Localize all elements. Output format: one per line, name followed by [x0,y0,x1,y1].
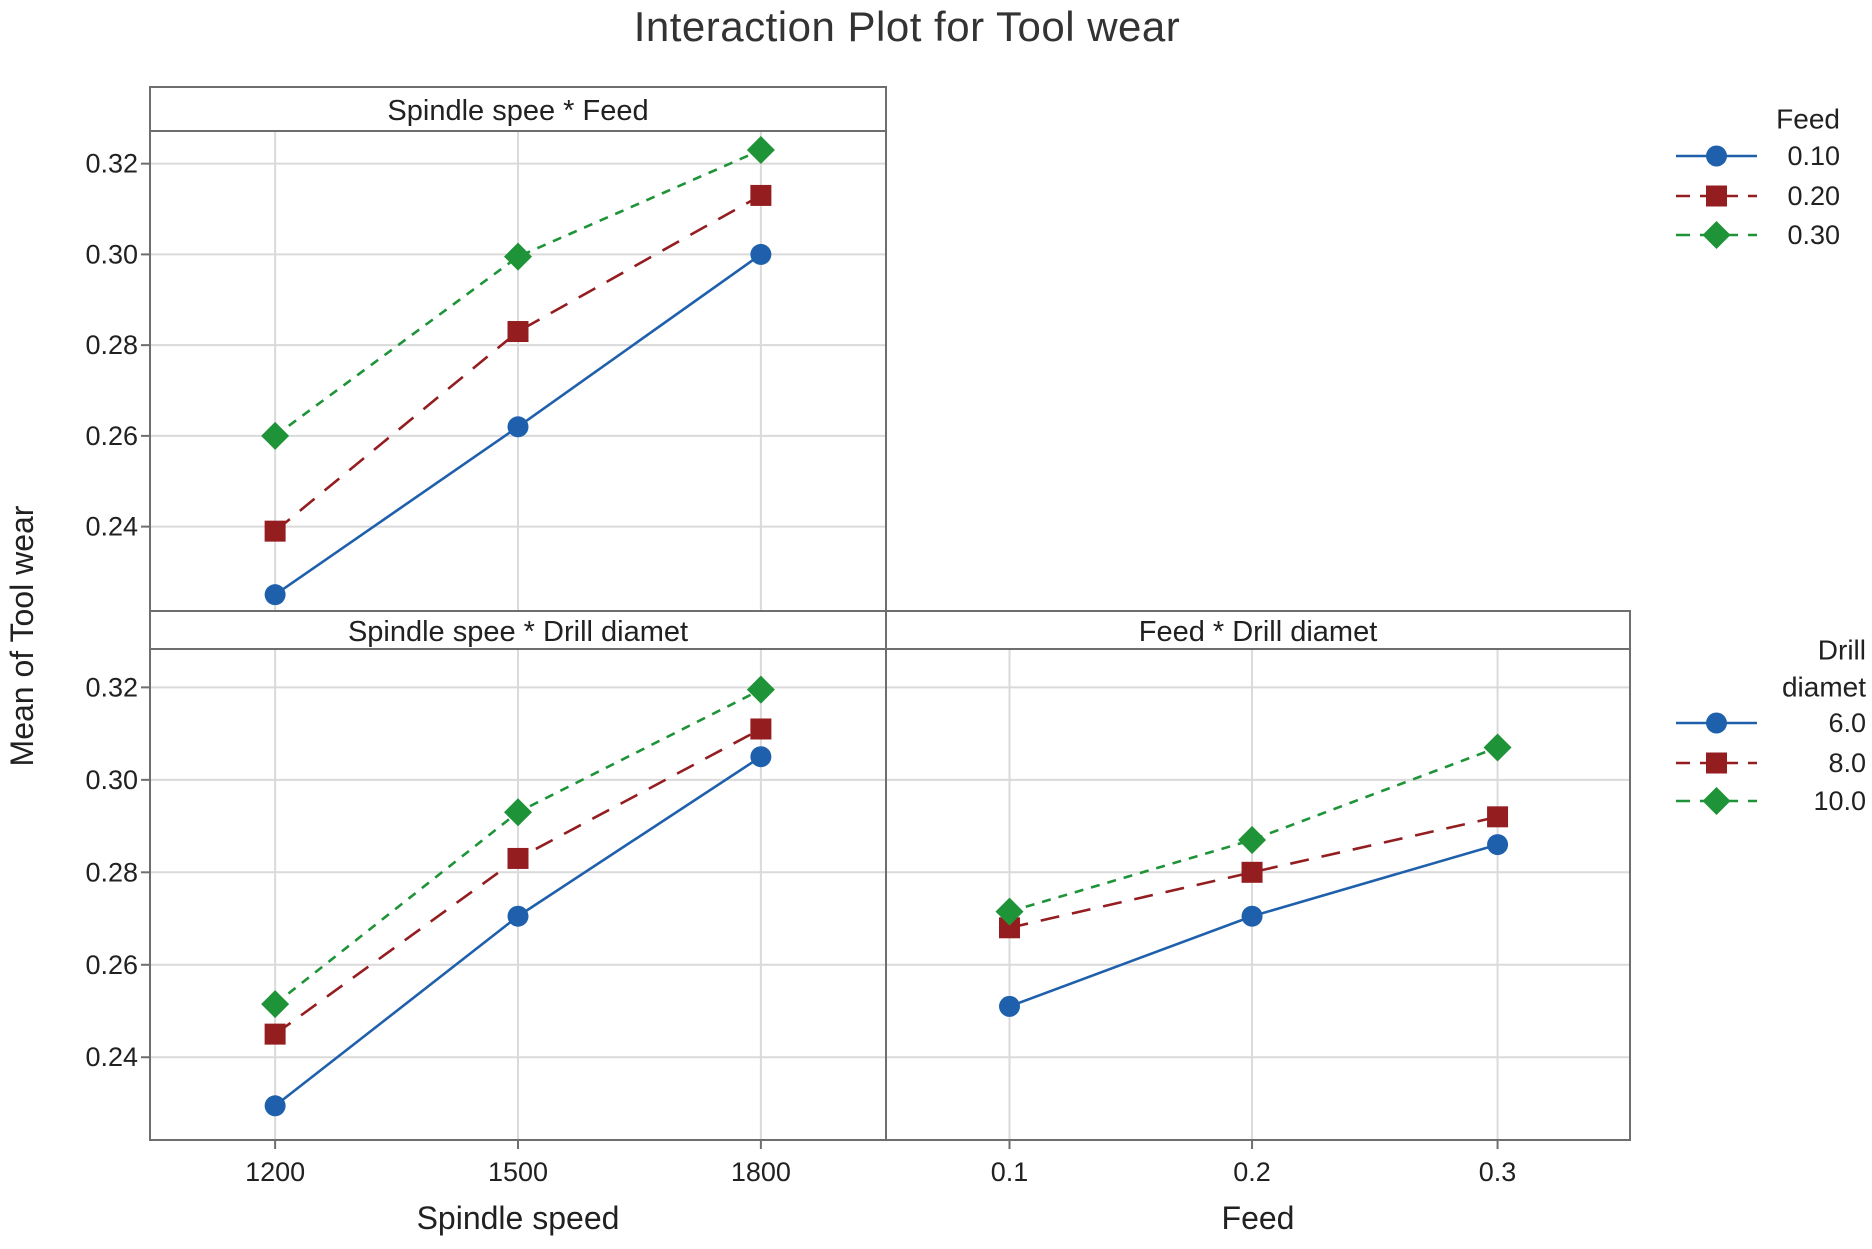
legend-item: 6.0 [1676,708,1866,738]
square-marker [1706,185,1727,207]
square-marker [264,1023,286,1045]
panel-header-label: Spindle spee * Feed [387,95,648,127]
y-tick-label: 0.28 [85,857,138,887]
legend-0: Feed 0.10 0.20 0.30 [1676,104,1840,250]
diamond-marker [261,990,290,1019]
gridlines [886,649,1630,1140]
square-marker [1241,861,1263,883]
legend-1: Drill diamet 6.0 8.0 10.0 [1676,635,1866,816]
x-tick-label: 0.2 [1233,1157,1271,1187]
series-8.0 [999,806,1509,939]
y-tick-label: 0.32 [85,672,138,702]
diamond-marker [995,897,1024,926]
circle-marker [1706,712,1727,734]
x-tick-label: 0.3 [1479,1157,1517,1187]
series-line [274,148,762,437]
legend-item-label: 6.0 [1828,708,1866,738]
panel-feed-drill-diam: Feed * Drill diamet 0.1 0.2 0.3 Feed [885,610,1631,1236]
series-6.0 [999,834,1509,1017]
panel-spindle-speed-drill-diam: Spindle spee * Drill diamet 0.32 0.30 0.28 0… [85,610,887,1236]
circle-marker [1706,145,1727,167]
panel-header [885,610,1631,650]
x-axis-title: Spindle speed [417,1200,620,1236]
series-line [274,194,762,533]
square-marker [264,520,286,542]
plot-area [886,649,1630,1140]
diamond-marker [1238,825,1267,854]
circle-marker [507,416,529,438]
y-tick-label: 0.30 [85,765,138,795]
y-tick-label: 0.26 [85,950,138,980]
panel-header-label: Spindle spee * Drill diamet [348,616,688,648]
circle-marker [1241,905,1263,927]
diamond-marker [261,421,290,450]
diamond-marker [1702,787,1731,815]
y-axis-title: Mean of Tool wear [4,505,40,766]
circle-marker [1487,834,1509,856]
diamond-marker [1702,221,1731,249]
gridlines [150,649,886,1140]
legend-title: diamet [1782,672,1866,703]
legend-title: Feed [1776,104,1840,135]
square-marker [999,917,1021,939]
diamond-marker [746,675,775,704]
y-tick-label: 0.26 [85,421,138,451]
legend-item: 10.0 [1676,786,1866,816]
square-marker [1487,806,1509,828]
legend-item-label: 0.30 [1787,220,1840,250]
series-line [1009,746,1499,913]
legend-item-label: 0.10 [1787,141,1840,171]
circle-marker [750,243,772,265]
diamond-marker [504,798,532,827]
y-tick-label: 0.24 [85,512,138,542]
square-marker [507,847,529,869]
circle-marker [264,1095,286,1117]
series-0.10 [264,243,772,606]
square-marker [750,184,772,206]
x-axis-title: Feed [1222,1200,1295,1236]
chart-title: Interaction Plot for Tool wear [633,3,1181,50]
square-marker [507,321,529,343]
diamond-marker [504,242,532,271]
legend-item: 0.30 [1676,220,1840,250]
square-marker [750,718,772,740]
y-tick-label: 0.30 [85,239,138,269]
series-line [1009,815,1498,930]
legend-item-label: 8.0 [1828,748,1866,778]
series-0.20 [264,184,772,542]
panel-header [149,86,887,132]
panel-spindle-speed-feed: Spindle spee * Feed 0.32 0.30 0.28 0.26 0.24 [85,86,887,612]
y-tick-label: 0.24 [85,1042,138,1072]
x-tick-label: 1500 [488,1157,548,1187]
panel-header-label: Feed * Drill diamet [1139,616,1378,648]
series-0.30 [261,136,775,450]
legend-item-label: 10.0 [1813,786,1866,816]
circle-marker [999,995,1021,1017]
legend-item: 8.0 [1676,748,1866,778]
circle-marker [264,584,286,606]
series-6.0 [264,746,772,1117]
legend-title: Drill [1818,635,1866,666]
y-tick-label: 0.28 [85,330,138,360]
series-10.0 [995,733,1512,926]
diamond-marker [746,136,775,165]
diamond-marker [1483,733,1512,762]
legend-item-label: 0.20 [1787,181,1840,211]
x-tick-label: 1800 [731,1157,791,1187]
series-8.0 [264,718,772,1045]
x-tick-label: 0.1 [991,1157,1029,1187]
legend-item: 0.10 [1676,141,1840,171]
panel-header [149,610,887,650]
y-tick-label: 0.32 [85,149,138,179]
series-10.0 [261,675,775,1019]
circle-marker [507,905,529,927]
legend-item: 0.20 [1676,181,1840,211]
circle-marker [750,746,772,768]
x-tick-label: 1200 [245,1157,305,1187]
square-marker [1706,752,1727,774]
